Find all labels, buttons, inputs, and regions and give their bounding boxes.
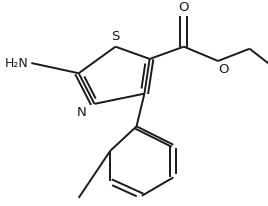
Text: H₂N: H₂N: [5, 56, 29, 69]
Text: O: O: [178, 1, 189, 14]
Text: S: S: [111, 30, 120, 43]
Text: O: O: [218, 63, 229, 76]
Text: N: N: [76, 105, 86, 118]
